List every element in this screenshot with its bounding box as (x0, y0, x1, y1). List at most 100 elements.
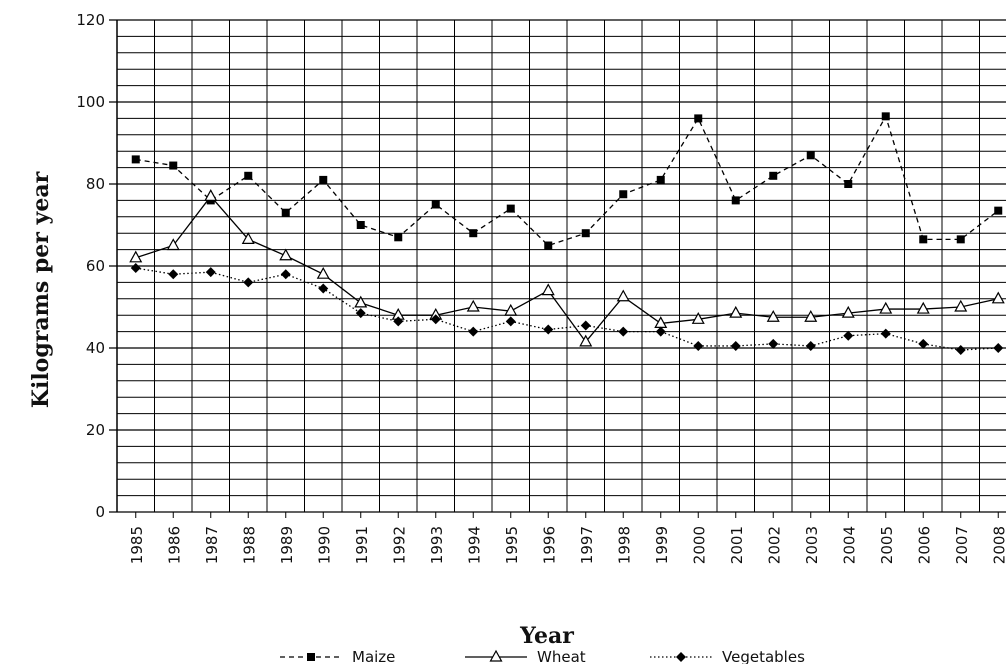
marker (393, 316, 404, 327)
y-tick-label: 100 (76, 93, 105, 111)
marker (916, 301, 930, 314)
marker (281, 208, 290, 217)
series-line (135, 267, 999, 351)
marker (354, 295, 368, 308)
x-tick-label: 2006 (915, 526, 933, 564)
marker (956, 235, 965, 244)
x-tick-label: 1989 (278, 526, 296, 564)
x-axis-title: Year (519, 623, 574, 649)
marker (729, 305, 743, 318)
legend-label: Wheat (537, 648, 586, 664)
x-tick-label: 1987 (203, 526, 221, 564)
marker (241, 232, 255, 244)
marker (730, 340, 741, 351)
marker (506, 204, 515, 213)
marker (129, 250, 143, 263)
marker (356, 221, 365, 229)
marker (355, 308, 366, 319)
marker (844, 180, 853, 188)
marker (694, 114, 703, 123)
marker (504, 303, 518, 316)
marker (766, 310, 780, 322)
x-tick-label: 1997 (578, 526, 596, 564)
y-tick-label: 80 (86, 175, 105, 193)
x-tick-label: 1992 (390, 526, 408, 564)
marker (279, 248, 293, 261)
marker (316, 266, 330, 279)
x-tick-label: 2005 (878, 526, 896, 564)
marker (768, 338, 779, 349)
x-tick-label: 1993 (428, 526, 446, 564)
y-tick-label: 120 (76, 11, 105, 29)
marker (204, 189, 218, 201)
y-tick-label: 60 (86, 257, 105, 275)
legend-label: Vegetables (722, 648, 805, 664)
legend-label: Maize (352, 648, 395, 664)
marker (804, 310, 818, 322)
x-tick-label: 1986 (165, 526, 183, 564)
x-tick-label: 1988 (240, 526, 258, 564)
marker (806, 151, 815, 160)
marker (541, 283, 555, 296)
marker (616, 289, 630, 302)
marker (880, 328, 891, 339)
marker (691, 312, 705, 324)
legend-marker (489, 649, 503, 662)
y-tick-label: 0 (95, 503, 105, 521)
marker (205, 267, 216, 278)
marker (318, 283, 329, 294)
marker (994, 206, 1003, 215)
marker (394, 233, 403, 242)
marker (466, 299, 480, 312)
marker (280, 269, 291, 280)
x-tick-label: 2004 (840, 526, 858, 564)
marker (544, 241, 553, 250)
x-tick-label: 1995 (503, 526, 521, 564)
marker (430, 314, 441, 325)
marker (468, 326, 479, 337)
marker (168, 269, 179, 280)
marker (131, 155, 140, 164)
marker (580, 320, 591, 331)
x-tick-label: 2008 (990, 526, 1006, 564)
marker (993, 343, 1004, 353)
marker (841, 305, 855, 318)
series-line (135, 195, 999, 343)
marker (244, 171, 253, 180)
x-tick-label: 2007 (953, 526, 971, 564)
x-tick-label: 1998 (615, 526, 633, 564)
marker (469, 229, 478, 238)
marker (919, 235, 928, 244)
marker (731, 196, 740, 205)
marker (881, 112, 890, 121)
x-tick-label: 2003 (803, 526, 821, 564)
marker (805, 340, 816, 351)
marker (579, 334, 593, 347)
marker (693, 340, 704, 351)
marker (505, 316, 516, 327)
marker (955, 345, 966, 356)
marker (169, 161, 178, 170)
marker (319, 175, 328, 184)
marker (130, 263, 141, 274)
marker (243, 277, 254, 288)
marker (879, 301, 893, 314)
marker (431, 200, 440, 209)
marker (619, 190, 628, 199)
y-axis-title: Kilograms per year (28, 171, 54, 408)
legend-marker (307, 653, 315, 661)
series-line (135, 114, 999, 247)
marker (991, 291, 1005, 304)
marker (618, 326, 629, 337)
x-tick-label: 1991 (353, 526, 371, 564)
marker (581, 229, 590, 238)
y-tick-label: 20 (86, 421, 105, 439)
x-tick-label: 1994 (465, 526, 483, 564)
marker (656, 175, 665, 184)
marker (918, 338, 929, 349)
marker (843, 330, 854, 341)
legend-marker (676, 652, 686, 662)
marker (166, 238, 180, 251)
marker (655, 326, 666, 337)
x-tick-label: 2000 (690, 526, 708, 564)
